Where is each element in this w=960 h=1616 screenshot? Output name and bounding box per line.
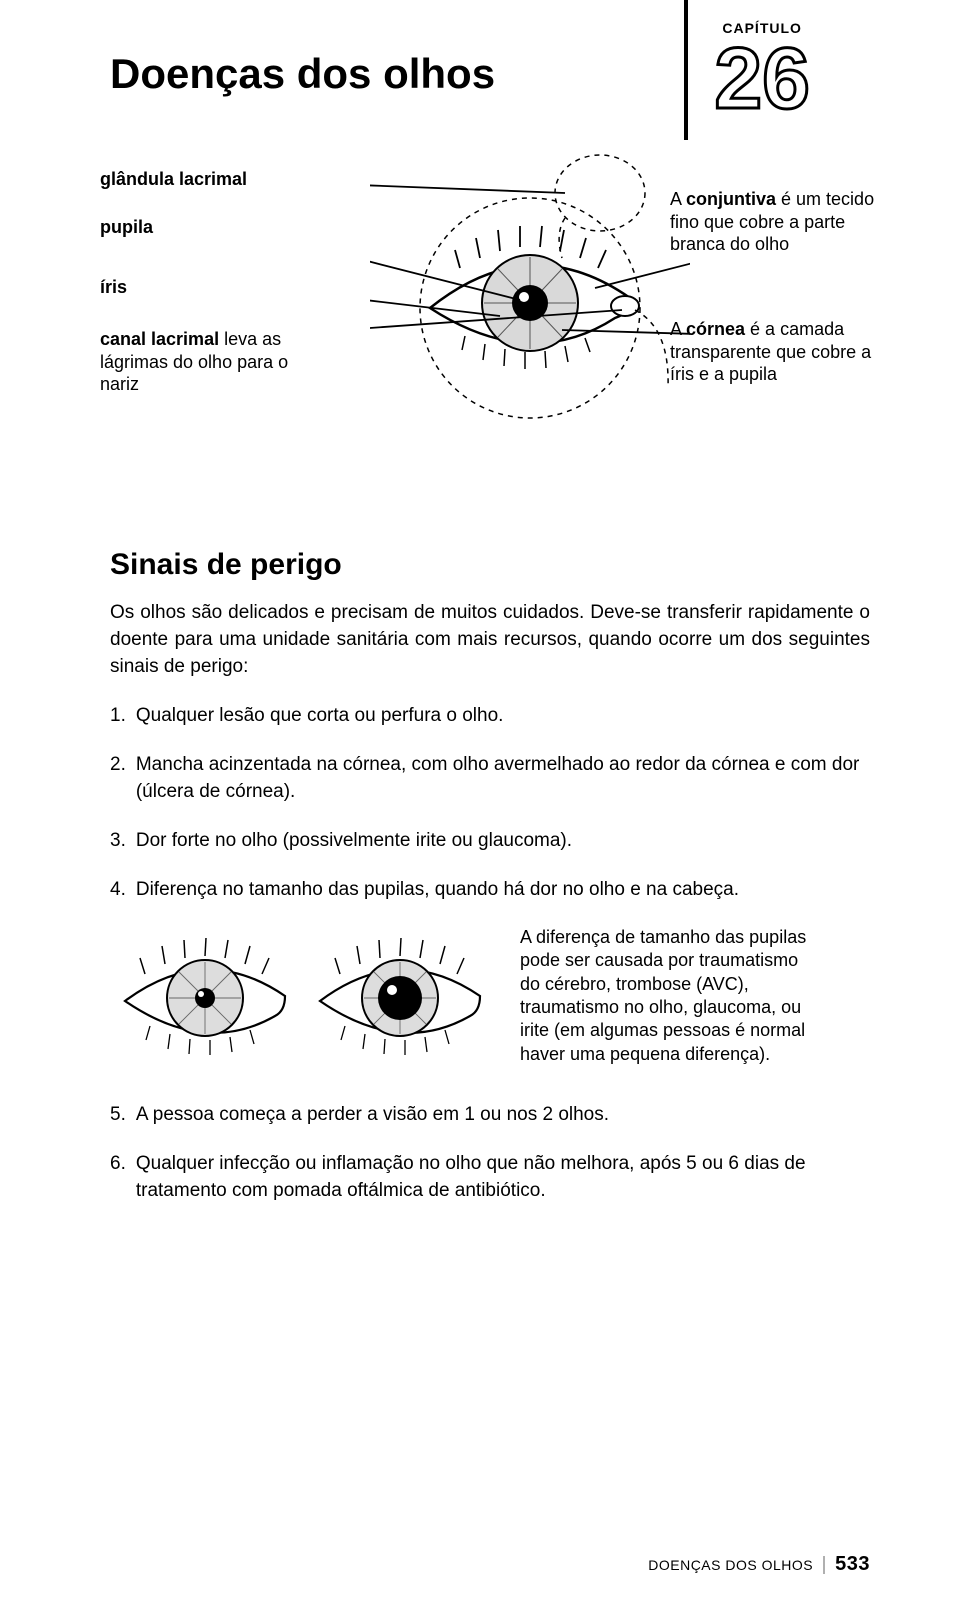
list-item-5: 5. A pessoa começa a perder a visão em 1… — [110, 1102, 870, 1129]
label-canal: canal lacrimal leva as lágrimas do olho … — [100, 328, 300, 396]
list-body: Mancha acinzentada na córnea, com olho a… — [136, 752, 870, 806]
list-num: 6. — [110, 1151, 126, 1205]
list-body: Dor forte no olho (possivelmente irite o… — [136, 828, 870, 855]
list-item-4: 4. Diferença no tamanho das pupilas, qua… — [110, 877, 870, 904]
section-intro: Os olhos são delicados e precisam de mui… — [110, 600, 870, 681]
label-cornea: A córnea é a camada transparente que cob… — [670, 318, 890, 386]
label-glandula: glândula lacrimal — [100, 168, 247, 191]
label-iris: íris — [100, 276, 127, 299]
eye-illustration — [370, 138, 690, 458]
page-footer: DOENÇAS DOS OLHOS 533 — [648, 1553, 870, 1576]
list-item-3: 3. Dor forte no olho (possivelmente irit… — [110, 828, 870, 855]
footer-section: DOENÇAS DOS OLHOS — [648, 1557, 813, 1573]
list-body: Qualquer infecção ou inflamação no olho … — [136, 1151, 870, 1205]
list-item-1: 1. Qualquer lesão que corta ou perfura o… — [110, 703, 870, 730]
label-conjuntiva-bold: conjuntiva — [686, 189, 776, 209]
list-body: Qualquer lesão que corta ou perfura o ol… — [136, 703, 870, 730]
label-conjuntiva: A conjuntiva é um tecido fino que cobre … — [670, 188, 890, 256]
section-heading: Sinais de perigo — [110, 548, 870, 582]
list-num: 1. — [110, 703, 126, 730]
label-glandula-text: glândula lacrimal — [100, 169, 247, 189]
list-item-2: 2. Mancha acinzentada na córnea, com olh… — [110, 752, 870, 806]
chapter-divider — [684, 0, 688, 140]
eye-diagram: glândula lacrimal pupila íris canal lacr… — [110, 168, 870, 508]
footer-page-number: 533 — [835, 1553, 870, 1576]
list-body: A pessoa começa a perder a visão em 1 ou… — [136, 1102, 870, 1129]
list-num: 5. — [110, 1102, 126, 1129]
list-num: 4. — [110, 877, 126, 904]
page-header: Doenças dos olhos CAPÍTULO 26 — [110, 50, 870, 108]
page-title: Doenças dos olhos — [110, 50, 495, 108]
list-body: Diferença no tamanho das pupilas, quando… — [136, 877, 870, 904]
chapter-number: 26 — [714, 36, 810, 122]
pupil-comparison-illustration — [110, 926, 490, 1076]
pupil-comparison-row: A diferença de tamanho das pupilas pode … — [110, 926, 870, 1076]
label-pupila-text: pupila — [100, 217, 153, 237]
list-num: 3. — [110, 828, 126, 855]
list-num: 2. — [110, 752, 126, 806]
label-canal-bold: canal lacrimal — [100, 329, 219, 349]
list-item-6: 6. Qualquer infecção ou inflamação no ol… — [110, 1151, 870, 1205]
label-pupila: pupila — [100, 216, 153, 239]
label-cornea-bold: córnea — [686, 319, 745, 339]
label-iris-text: íris — [100, 277, 127, 297]
footer-divider — [823, 1556, 825, 1574]
pupil-note: A diferença de tamanho das pupilas pode … — [520, 926, 820, 1066]
chapter-block: CAPÍTULO 26 — [714, 20, 810, 122]
